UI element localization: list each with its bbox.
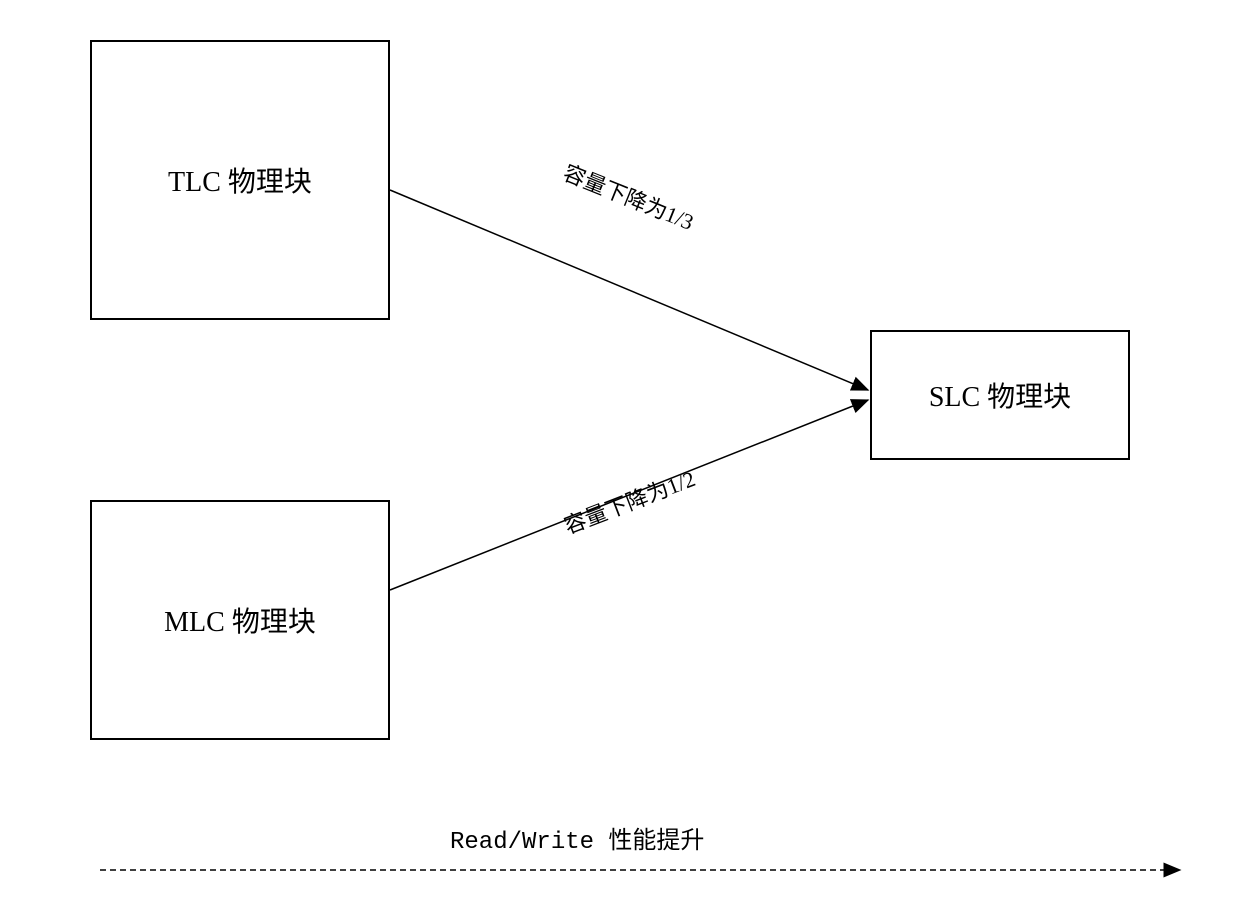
- node-mlc: MLC 物理块: [90, 500, 390, 740]
- node-slc-label: SLC 物理块: [929, 375, 1071, 415]
- node-slc: SLC 物理块: [870, 330, 1130, 460]
- node-tlc: TLC 物理块: [90, 40, 390, 320]
- node-mlc-label: MLC 物理块: [164, 600, 316, 640]
- performance-arrow-label: Read/Write 性能提升: [450, 820, 704, 856]
- edge-label-tlc-slc: 容量下降为1/3: [559, 155, 699, 236]
- diagram-container: TLC 物理块 MLC 物理块 SLC 物理块 容量下降为1/3 容量下降为1/…: [0, 0, 1240, 912]
- node-tlc-label: TLC 物理块: [168, 160, 312, 200]
- edge-label-mlc-slc: 容量下降为1/2: [559, 461, 699, 540]
- edge-tlc-slc: [390, 190, 868, 390]
